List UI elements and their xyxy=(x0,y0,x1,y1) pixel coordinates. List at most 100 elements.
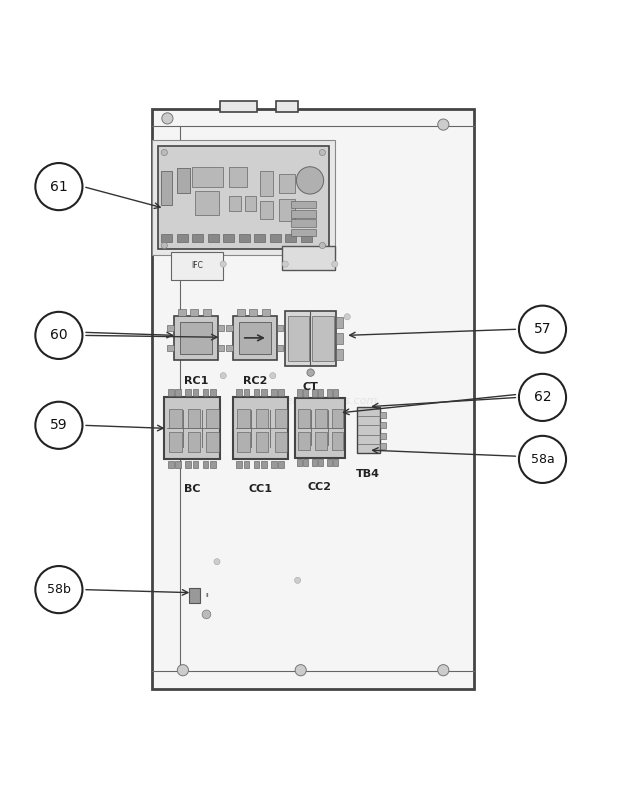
FancyBboxPatch shape xyxy=(193,461,198,468)
Circle shape xyxy=(35,312,82,359)
FancyBboxPatch shape xyxy=(291,201,316,208)
FancyBboxPatch shape xyxy=(226,344,232,351)
FancyBboxPatch shape xyxy=(270,235,281,243)
FancyBboxPatch shape xyxy=(298,409,309,428)
FancyBboxPatch shape xyxy=(237,432,250,452)
FancyBboxPatch shape xyxy=(380,412,386,418)
FancyBboxPatch shape xyxy=(192,235,203,243)
Circle shape xyxy=(519,306,566,352)
Text: 62: 62 xyxy=(534,390,551,405)
Circle shape xyxy=(438,665,449,676)
FancyBboxPatch shape xyxy=(203,388,208,396)
FancyBboxPatch shape xyxy=(210,388,216,396)
FancyBboxPatch shape xyxy=(380,443,386,449)
Circle shape xyxy=(295,665,306,676)
Circle shape xyxy=(35,402,82,449)
FancyBboxPatch shape xyxy=(271,388,277,396)
FancyBboxPatch shape xyxy=(254,461,259,468)
Text: IFC: IFC xyxy=(191,261,203,270)
FancyBboxPatch shape xyxy=(278,461,284,468)
FancyBboxPatch shape xyxy=(180,322,212,354)
Circle shape xyxy=(177,665,188,676)
FancyBboxPatch shape xyxy=(332,432,343,450)
FancyBboxPatch shape xyxy=(175,388,181,396)
FancyBboxPatch shape xyxy=(239,322,271,354)
FancyBboxPatch shape xyxy=(294,398,345,457)
FancyBboxPatch shape xyxy=(223,235,234,243)
Circle shape xyxy=(35,163,82,210)
FancyBboxPatch shape xyxy=(210,461,216,468)
FancyBboxPatch shape xyxy=(291,229,316,236)
FancyBboxPatch shape xyxy=(236,461,242,468)
FancyBboxPatch shape xyxy=(190,309,198,316)
Circle shape xyxy=(35,566,82,613)
Circle shape xyxy=(220,372,226,379)
FancyBboxPatch shape xyxy=(232,316,277,360)
Circle shape xyxy=(161,243,167,248)
Circle shape xyxy=(519,374,566,421)
FancyBboxPatch shape xyxy=(175,461,181,468)
FancyBboxPatch shape xyxy=(333,459,338,466)
FancyBboxPatch shape xyxy=(169,409,182,429)
FancyBboxPatch shape xyxy=(188,432,200,452)
FancyBboxPatch shape xyxy=(297,459,302,466)
FancyBboxPatch shape xyxy=(193,388,198,396)
FancyBboxPatch shape xyxy=(336,349,343,360)
FancyBboxPatch shape xyxy=(232,397,288,460)
FancyBboxPatch shape xyxy=(260,202,273,219)
Circle shape xyxy=(202,610,211,618)
FancyBboxPatch shape xyxy=(195,191,219,215)
FancyBboxPatch shape xyxy=(161,171,172,205)
FancyBboxPatch shape xyxy=(229,196,241,211)
FancyBboxPatch shape xyxy=(277,344,283,351)
FancyBboxPatch shape xyxy=(291,219,316,227)
FancyBboxPatch shape xyxy=(277,325,283,331)
Text: 57: 57 xyxy=(534,322,551,336)
FancyBboxPatch shape xyxy=(298,432,309,450)
FancyBboxPatch shape xyxy=(161,235,172,243)
FancyBboxPatch shape xyxy=(206,432,219,452)
FancyBboxPatch shape xyxy=(256,432,268,452)
FancyBboxPatch shape xyxy=(278,388,284,396)
FancyBboxPatch shape xyxy=(192,167,223,187)
Text: 59: 59 xyxy=(50,418,68,433)
FancyBboxPatch shape xyxy=(336,317,343,328)
Text: 60: 60 xyxy=(50,328,68,342)
FancyBboxPatch shape xyxy=(318,459,323,466)
Circle shape xyxy=(344,314,350,320)
Text: CC2: CC2 xyxy=(308,482,332,493)
FancyBboxPatch shape xyxy=(254,388,259,396)
FancyBboxPatch shape xyxy=(271,461,277,468)
FancyBboxPatch shape xyxy=(285,311,336,366)
FancyBboxPatch shape xyxy=(236,388,242,396)
FancyBboxPatch shape xyxy=(333,389,338,396)
Text: II: II xyxy=(205,593,209,598)
FancyBboxPatch shape xyxy=(174,316,218,360)
FancyBboxPatch shape xyxy=(301,235,312,243)
FancyBboxPatch shape xyxy=(203,309,211,316)
FancyBboxPatch shape xyxy=(279,199,294,221)
FancyBboxPatch shape xyxy=(229,167,247,187)
FancyBboxPatch shape xyxy=(327,459,332,466)
FancyBboxPatch shape xyxy=(315,432,327,450)
FancyBboxPatch shape xyxy=(261,461,267,468)
FancyBboxPatch shape xyxy=(260,171,273,196)
FancyBboxPatch shape xyxy=(168,461,174,468)
FancyBboxPatch shape xyxy=(178,309,186,316)
FancyBboxPatch shape xyxy=(303,459,308,466)
Circle shape xyxy=(282,261,288,268)
FancyBboxPatch shape xyxy=(332,409,343,428)
FancyBboxPatch shape xyxy=(237,409,250,429)
Circle shape xyxy=(294,578,301,583)
FancyBboxPatch shape xyxy=(288,316,309,361)
Text: 61: 61 xyxy=(50,179,68,194)
FancyBboxPatch shape xyxy=(170,252,223,280)
Circle shape xyxy=(296,167,324,194)
FancyBboxPatch shape xyxy=(168,388,174,396)
FancyBboxPatch shape xyxy=(312,459,317,466)
FancyBboxPatch shape xyxy=(226,325,232,331)
FancyBboxPatch shape xyxy=(164,397,220,460)
FancyBboxPatch shape xyxy=(315,409,327,428)
FancyBboxPatch shape xyxy=(279,174,294,193)
Circle shape xyxy=(220,261,226,268)
